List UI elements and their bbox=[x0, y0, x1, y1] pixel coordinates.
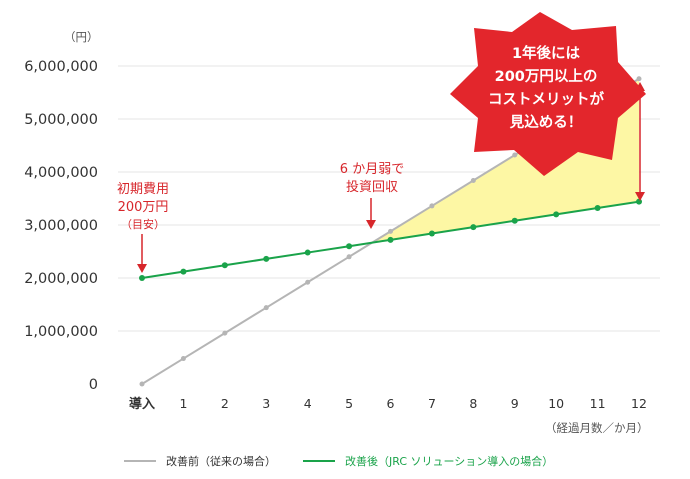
x-tick-label: 5 bbox=[345, 396, 353, 411]
x-tick-label: 1 bbox=[179, 396, 187, 411]
y-tick-label: 6,000,000 bbox=[24, 59, 98, 75]
x-tick-label: 3 bbox=[262, 396, 270, 411]
point-after bbox=[553, 211, 560, 218]
initial-cost-note: （目安） bbox=[121, 217, 165, 231]
savings-burst-badge: 1年後には 200万円以上の コストメリットが 見込める！ bbox=[450, 12, 646, 176]
x-tick-label: 2 bbox=[221, 396, 229, 411]
x-tick-label: 導入 bbox=[129, 396, 155, 412]
payback-label-line2: 投資回収 bbox=[346, 179, 398, 195]
y-tick-label: 3,000,000 bbox=[24, 218, 98, 234]
y-tick-label: 1,000,000 bbox=[24, 324, 98, 340]
y-tick-label: 4,000,000 bbox=[24, 165, 98, 181]
x-axis-ticks: 導入 1 2 3 4 5 6 7 8 9 10 11 12 bbox=[129, 396, 647, 412]
burst-shape bbox=[450, 12, 646, 176]
point-before bbox=[636, 76, 642, 82]
initial-cost-arrowhead bbox=[137, 264, 147, 273]
x-tick-label: 10 bbox=[548, 396, 564, 411]
payback-arrowhead bbox=[366, 220, 376, 229]
point-after bbox=[263, 255, 270, 262]
initial-cost-callout: 初期費用 200万円 （目安） bbox=[117, 182, 169, 273]
burst-line-3: コストメリットが bbox=[488, 90, 604, 108]
y-tick-label: 5,000,000 bbox=[24, 112, 98, 128]
x-tick-label: 12 bbox=[631, 396, 647, 411]
point-before bbox=[346, 254, 352, 260]
point-after bbox=[428, 230, 435, 237]
point-before bbox=[139, 381, 145, 387]
legend-label-before: 改善前（従来の場合） bbox=[166, 454, 276, 468]
point-before bbox=[429, 203, 435, 209]
series-points bbox=[139, 76, 642, 387]
point-after bbox=[636, 198, 642, 205]
burst-line-1: 1年後には bbox=[512, 44, 581, 62]
point-after bbox=[594, 205, 601, 212]
x-tick-label: 8 bbox=[469, 396, 477, 411]
legend-label-after: 改善後（JRC ソリューション導入の場合） bbox=[345, 454, 553, 468]
x-tick-label: 4 bbox=[304, 396, 312, 411]
point-after bbox=[139, 275, 145, 281]
point-before bbox=[263, 305, 269, 311]
legend: 改善前（従来の場合） 改善後（JRC ソリューション導入の場合） bbox=[124, 454, 553, 468]
burst-line-2: 200万円以上の bbox=[495, 68, 598, 85]
point-before bbox=[305, 279, 311, 285]
point-after bbox=[387, 236, 394, 243]
x-tick-label: 6 bbox=[387, 396, 395, 411]
point-before bbox=[180, 356, 186, 362]
point-after bbox=[180, 268, 187, 275]
x-axis-unit-label: （経過月数／か月） bbox=[545, 421, 649, 435]
payback-label-line1: 6 か月弱で bbox=[340, 162, 404, 177]
point-after bbox=[346, 243, 353, 250]
y-tick-label: 2,000,000 bbox=[24, 271, 98, 287]
point-after bbox=[470, 224, 477, 231]
point-before bbox=[512, 152, 518, 158]
payback-callout: 6 か月弱で 投資回収 bbox=[340, 162, 404, 229]
point-after bbox=[304, 249, 311, 256]
point-before bbox=[222, 330, 228, 336]
y-axis-ticks: 6,000,000 5,000,000 4,000,000 3,000,000 2,00… bbox=[24, 59, 98, 393]
y-axis-unit-label: （円） bbox=[64, 30, 99, 44]
burst-line-4: 見込める！ bbox=[509, 113, 583, 131]
initial-cost-label-line2: 200万円 bbox=[118, 200, 169, 215]
x-tick-label: 7 bbox=[428, 396, 436, 411]
initial-cost-label-line1: 初期費用 bbox=[117, 182, 169, 197]
point-before bbox=[470, 177, 476, 183]
x-tick-label: 9 bbox=[511, 396, 519, 411]
y-tick-label: 0 bbox=[89, 377, 98, 393]
point-before bbox=[388, 228, 393, 234]
x-tick-label: 11 bbox=[590, 396, 606, 411]
point-after bbox=[221, 262, 228, 269]
point-after bbox=[511, 217, 518, 224]
